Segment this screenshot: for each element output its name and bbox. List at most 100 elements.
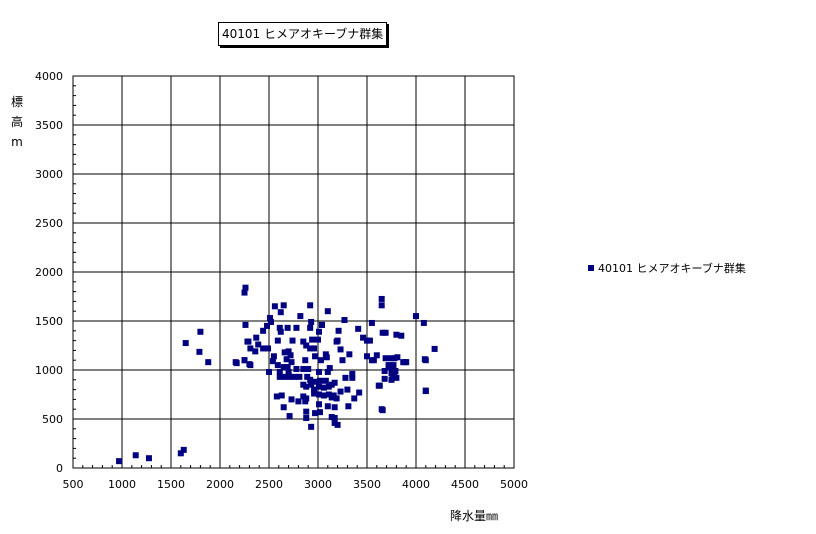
data-point xyxy=(355,325,362,332)
data-point xyxy=(382,329,389,336)
data-point xyxy=(308,423,315,430)
data-point xyxy=(284,324,291,331)
data-point xyxy=(296,373,303,380)
data-point xyxy=(334,337,341,344)
data-point xyxy=(303,383,310,390)
x-tick-label: 2500 xyxy=(255,478,283,491)
y-axis-label-char: m xyxy=(11,135,23,149)
data-point xyxy=(273,393,280,400)
legend: 40101 ヒメアオキーブナ群集 xyxy=(588,260,746,276)
data-point xyxy=(293,366,300,373)
data-point xyxy=(280,364,287,371)
data-point xyxy=(315,391,322,398)
data-point xyxy=(302,398,309,405)
data-point xyxy=(391,370,398,377)
data-point xyxy=(368,319,375,326)
y-tick-label: 2500 xyxy=(35,217,63,230)
data-point xyxy=(315,383,322,390)
data-point xyxy=(351,395,358,402)
data-point xyxy=(328,394,335,401)
data-point xyxy=(390,362,397,369)
data-point xyxy=(305,366,312,373)
data-point xyxy=(297,313,304,320)
data-point xyxy=(431,345,438,352)
data-point xyxy=(260,345,267,352)
data-point xyxy=(360,334,367,341)
y-tick-label: 2000 xyxy=(35,266,63,279)
data-point xyxy=(255,341,262,348)
data-point xyxy=(145,455,152,462)
data-point xyxy=(364,337,370,344)
data-point xyxy=(379,407,386,414)
x-tick-label: 1500 xyxy=(157,478,185,491)
data-point xyxy=(233,360,240,367)
data-point xyxy=(309,336,316,343)
y-tick-label: 500 xyxy=(42,413,63,426)
data-point xyxy=(413,313,419,320)
data-point xyxy=(266,315,273,322)
data-point xyxy=(364,353,370,360)
x-tick-label: 1000 xyxy=(108,478,136,491)
data-point xyxy=(291,373,298,380)
data-point xyxy=(285,348,292,355)
data-point xyxy=(280,302,287,309)
data-point xyxy=(285,368,292,375)
data-point xyxy=(346,351,353,358)
data-point xyxy=(403,359,410,366)
data-point xyxy=(337,388,344,395)
data-point xyxy=(335,327,342,334)
data-point xyxy=(324,308,331,315)
data-point xyxy=(393,374,400,381)
data-point xyxy=(280,404,287,411)
data-point xyxy=(311,345,318,352)
y-tick-label: 0 xyxy=(56,462,63,475)
data-point xyxy=(274,337,281,344)
data-point xyxy=(381,367,388,374)
legend-marker-icon xyxy=(588,265,594,271)
data-point xyxy=(349,374,356,381)
data-point xyxy=(277,309,284,316)
data-point xyxy=(284,364,291,371)
data-point xyxy=(331,404,338,411)
data-point xyxy=(307,345,314,352)
data-point xyxy=(286,373,293,380)
y-tick-label: 1000 xyxy=(35,364,63,377)
data-point xyxy=(281,349,288,356)
data-point xyxy=(205,359,212,366)
data-point xyxy=(324,368,331,375)
data-point xyxy=(242,284,249,291)
data-point xyxy=(344,386,351,393)
data-point xyxy=(196,348,203,355)
x-tick-label: 5000 xyxy=(500,478,528,491)
data-point xyxy=(324,403,331,410)
x-tick-label: 500 xyxy=(63,478,84,491)
data-point xyxy=(317,357,324,364)
data-point xyxy=(260,327,267,334)
data-point xyxy=(316,409,323,416)
data-point xyxy=(307,376,314,383)
data-point xyxy=(265,345,272,352)
data-point xyxy=(320,392,327,399)
data-point xyxy=(271,303,278,310)
data-point xyxy=(315,401,322,408)
data-point xyxy=(289,337,296,344)
data-point xyxy=(337,346,344,353)
data-point xyxy=(378,295,385,302)
data-point xyxy=(276,324,283,331)
y-tick-label: 3000 xyxy=(35,168,63,181)
data-point xyxy=(295,398,302,405)
data-point xyxy=(315,328,322,335)
data-point xyxy=(266,368,272,375)
y-tick-label: 1500 xyxy=(35,315,63,328)
data-point xyxy=(302,357,309,364)
x-tick-label: 4000 xyxy=(402,478,430,491)
data-point xyxy=(287,352,294,359)
data-point xyxy=(387,355,394,362)
data-point xyxy=(420,319,427,326)
data-point xyxy=(316,377,323,384)
data-point xyxy=(300,338,307,345)
data-point xyxy=(339,357,346,364)
data-point xyxy=(253,334,260,341)
data-point xyxy=(315,336,321,343)
